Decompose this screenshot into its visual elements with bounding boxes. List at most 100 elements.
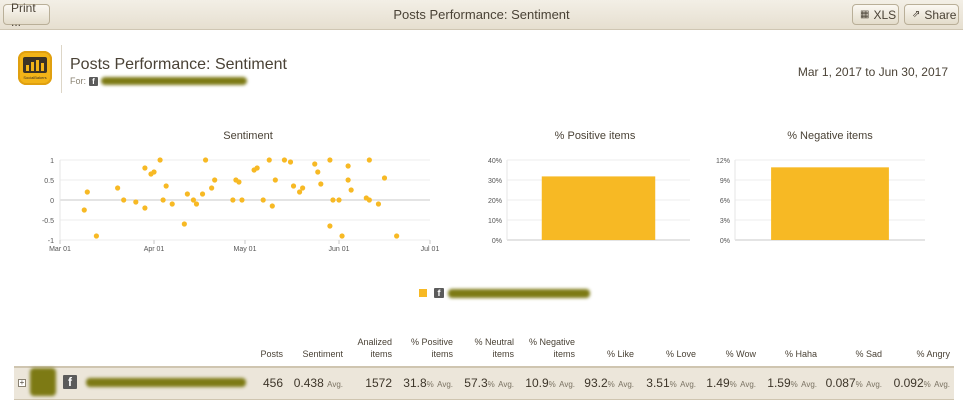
y-tick-label: 0% [720, 238, 730, 245]
scatter-point[interactable] [266, 157, 272, 163]
expand-row-button[interactable]: + [18, 378, 26, 387]
scatter-point[interactable] [157, 157, 163, 163]
x-tick-label: Mar 01 [49, 246, 71, 253]
scatter-point[interactable] [84, 189, 90, 195]
scatter-point[interactable] [381, 175, 388, 181]
scatter-point[interactable] [394, 233, 400, 239]
x-tick-label: May 01 [234, 246, 257, 253]
scatter-point[interactable] [287, 159, 294, 165]
y-tick-label: 1 [50, 158, 54, 165]
redacted-avatar [30, 368, 56, 396]
scatter-point[interactable] [300, 185, 306, 191]
sentiment-chart-title: Sentiment [223, 130, 273, 142]
scatter-point[interactable] [239, 197, 245, 203]
scatter-point[interactable] [330, 197, 336, 203]
col-negative-items: % Negative items [528, 337, 575, 359]
bar[interactable] [771, 167, 889, 240]
scatter-point[interactable] [199, 191, 206, 197]
scatter-point[interactable] [327, 223, 333, 229]
y-tick-label: 10% [488, 218, 502, 225]
scatter-point[interactable] [312, 161, 318, 167]
scatter-point[interactable] [81, 207, 87, 213]
header-divider [61, 45, 62, 93]
scatter-point[interactable] [345, 177, 351, 183]
sentiment-scatter-chart: 1 0.5 0 -0.5 -1 Mar 01 Apr 01 May 01 Jun 01 Jul … [42, 157, 440, 253]
redacted-profile-name[interactable] [86, 378, 246, 387]
scatter-point[interactable] [272, 177, 278, 183]
scatter-point[interactable] [281, 157, 288, 163]
date-range: Mar 1, 2017 to Jun 30, 2017 [797, 65, 948, 79]
scatter-point[interactable] [315, 169, 321, 175]
scatter-point[interactable] [169, 201, 175, 207]
facebook-icon: f [89, 76, 99, 86]
scatter-point[interactable] [254, 165, 260, 171]
scatter-point[interactable] [230, 197, 236, 203]
scatter-point[interactable] [366, 197, 372, 203]
scatter-point[interactable] [336, 197, 342, 203]
x-tick-label: Apr 01 [144, 246, 165, 253]
scatter-point[interactable] [184, 191, 190, 197]
scatter-point[interactable] [133, 199, 139, 205]
chart-legend: f [419, 288, 590, 298]
xls-export-button[interactable]: ▦ XLS [852, 4, 899, 25]
table-icon: ▦ [860, 9, 870, 20]
share-label: Share [924, 7, 957, 22]
scatter-point[interactable] [181, 221, 187, 227]
scatter-point[interactable] [366, 157, 372, 163]
scatter-point[interactable] [345, 163, 351, 169]
share-button[interactable]: ⇗ Share [904, 4, 959, 25]
scatter-point[interactable] [296, 189, 303, 195]
cell-love: 3.51% Avg. [646, 376, 696, 390]
scatter-point[interactable] [375, 201, 382, 207]
y-tick-label: 30% [488, 178, 502, 185]
legend-swatch [419, 289, 427, 297]
scatter-point[interactable] [269, 203, 275, 209]
col-sad: % Sad [855, 349, 882, 359]
positive-chart-title: % Positive items [554, 130, 636, 142]
xls-label: XLS [873, 7, 897, 22]
col-posts: Posts [260, 349, 283, 359]
scatter-point[interactable] [327, 157, 333, 163]
share-icon: ⇗ [912, 9, 921, 20]
scatter-point[interactable] [290, 183, 297, 189]
scatter-point[interactable] [190, 197, 197, 203]
scatter-point[interactable] [193, 201, 200, 207]
scatter-point[interactable] [163, 183, 169, 189]
scatter-point[interactable] [142, 165, 148, 171]
scatter-point[interactable] [121, 197, 127, 203]
cell-angry: 0.092% Avg. [893, 376, 950, 390]
print-button-label: Print ... [11, 0, 36, 29]
scatter-point[interactable] [260, 197, 266, 203]
y-tick-label: 0.5 [44, 178, 54, 185]
report-for: For: f [70, 76, 248, 86]
scatter-point[interactable] [236, 179, 242, 185]
scatter-point[interactable] [348, 187, 354, 193]
scatter-point[interactable] [318, 181, 324, 187]
scatter-point[interactable] [202, 157, 209, 163]
scatter-point[interactable] [142, 205, 148, 211]
y-tick-label: 12% [716, 158, 730, 165]
cell-sentiment: 0.438 Avg. [293, 376, 343, 390]
print-button[interactable]: Print ... [3, 1, 50, 29]
scatter-point[interactable] [160, 197, 166, 203]
col-analized-items: Analized items [357, 337, 392, 359]
y-tick-label: 6% [720, 198, 730, 205]
cell-neutral: 57.3% Avg. [464, 376, 514, 390]
toolbar-title: Posts Performance: Sentiment [393, 7, 570, 22]
x-tick-label: Jul 01 [421, 246, 440, 253]
logo-text: SocialBakers [23, 75, 47, 80]
scatter-point[interactable] [93, 233, 99, 239]
scatter-point[interactable] [212, 177, 218, 183]
scatter-point[interactable] [209, 185, 215, 191]
negative-chart-title: % Negative items [787, 130, 873, 142]
cell-like: 93.2% Avg. [584, 376, 634, 390]
scatter-point[interactable] [151, 169, 157, 175]
negative-items-bar-chart: 12% 9% 6% 3% 0% [716, 158, 925, 245]
scatter-point[interactable] [115, 185, 121, 191]
cell-posts: 456 [262, 376, 283, 390]
col-like: % Like [606, 349, 634, 359]
scatter-point[interactable] [339, 233, 345, 239]
cell-sad: 0.087% Avg. [825, 376, 882, 390]
y-tick-label: -0.5 [42, 218, 54, 225]
bar[interactable] [541, 176, 656, 240]
